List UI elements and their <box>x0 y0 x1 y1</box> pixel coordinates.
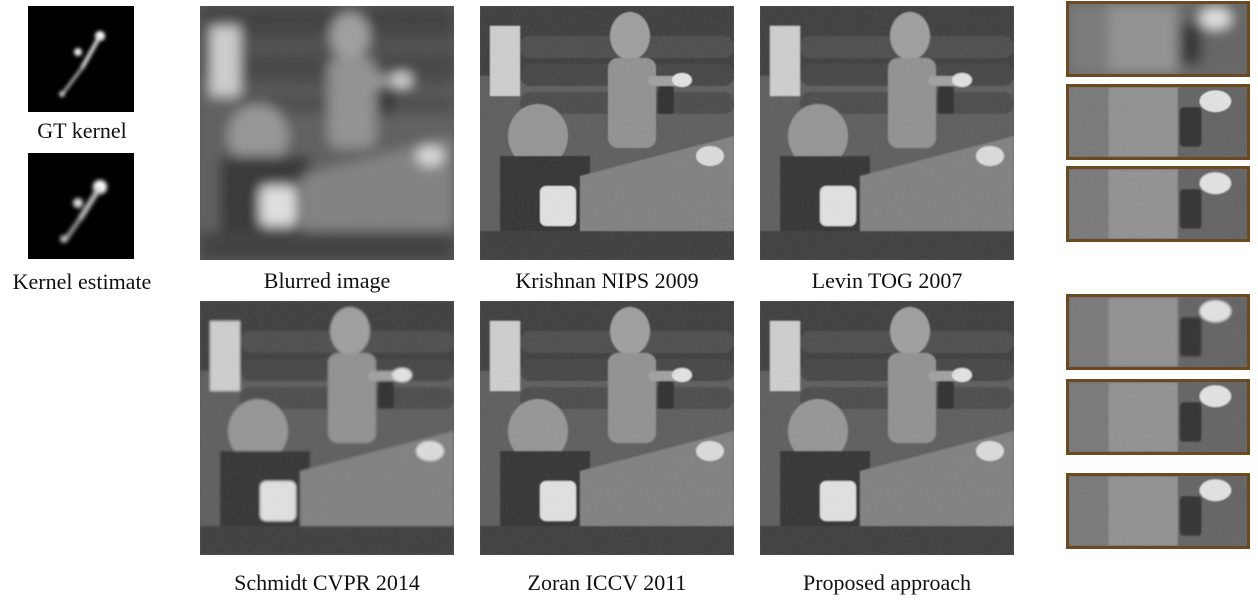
zoom-crop-1 <box>1066 1 1250 77</box>
zoom-crop-2 <box>1066 84 1250 160</box>
result-caption-6: Proposed approach <box>802 570 971 595</box>
gt-kernel-caption: GT kernel <box>37 118 127 143</box>
result-caption-4: Schmidt CVPR 2014 <box>234 570 420 595</box>
result-caption-2: Krishnan NIPS 2009 <box>515 268 699 293</box>
result-caption-5: Zoran ICCV 2011 <box>527 570 687 595</box>
result-caption-1: Blurred image <box>263 268 391 293</box>
estimated-kernel-image <box>28 153 134 259</box>
zoom-crop-5 <box>1066 379 1250 455</box>
zoom-crop-6 <box>1066 473 1250 549</box>
result-caption-3: Levin TOG 2007 <box>811 268 963 293</box>
result-image-3 <box>760 6 1014 260</box>
kernel-estimate-caption: Kernel estimate <box>12 269 152 294</box>
zoom-crop-3 <box>1066 166 1250 242</box>
gt-kernel-image <box>28 6 134 112</box>
result-image-2 <box>480 6 734 260</box>
result-image-1 <box>200 6 454 260</box>
zoom-crop-4 <box>1066 294 1250 370</box>
result-image-6 <box>760 301 1014 555</box>
result-image-4 <box>200 301 454 555</box>
result-image-5 <box>480 301 734 555</box>
